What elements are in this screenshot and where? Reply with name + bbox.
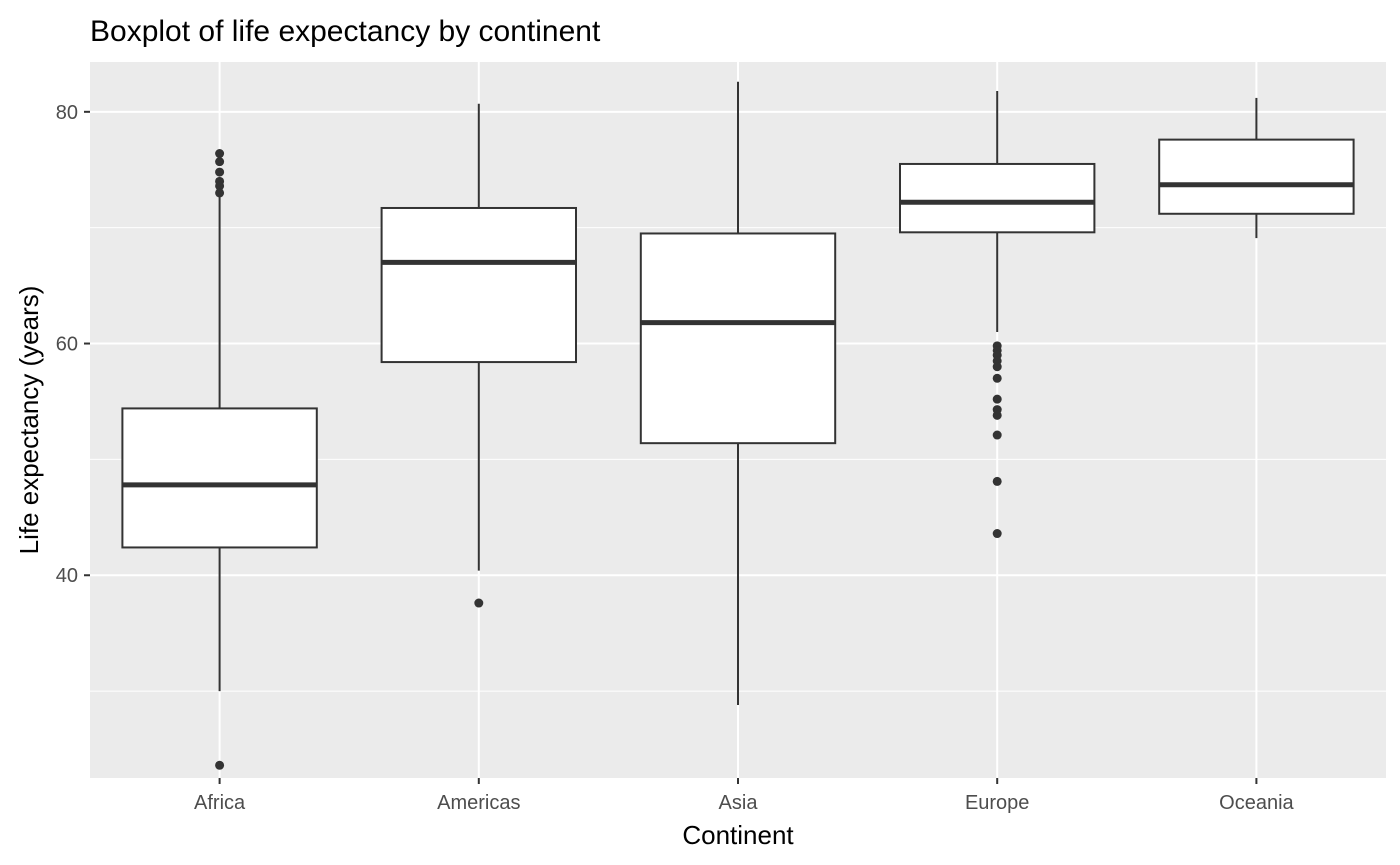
box-iqr <box>121 407 318 549</box>
outlier-point <box>992 362 1002 372</box>
boxes <box>121 81 1355 770</box>
x-tick-label: Africa <box>194 792 246 814</box>
outlier-point <box>992 410 1002 420</box>
box-iqr <box>899 162 1096 234</box>
outlier-point <box>215 149 225 159</box>
y-tick-label: 40 <box>56 565 78 587</box>
chart-title: Boxplot of life expectancy by continent <box>90 15 601 48</box>
outlier-point <box>215 760 225 770</box>
box-iqr <box>380 206 577 364</box>
outlier-point <box>992 373 1002 383</box>
outlier-point <box>215 188 225 198</box>
x-tick-label: Asia <box>719 792 759 814</box>
outlier-point <box>992 476 1002 486</box>
box-iqr <box>639 232 837 445</box>
outlier-point <box>215 167 225 177</box>
x-axis-title: Continent <box>682 820 794 850</box>
outlier-point <box>992 394 1002 404</box>
box-group-europe <box>899 90 1096 539</box>
box-group-oceania <box>1158 97 1355 239</box>
y-tick-label: 80 <box>56 102 78 124</box>
x-tick-label: Americas <box>437 792 520 814</box>
box-group-americas <box>380 103 577 608</box>
outlier-point <box>215 181 225 191</box>
y-tick-label: 60 <box>56 334 78 356</box>
axes: 40 60 80 Africa Americas Asia Europe Oceania <box>56 102 1295 814</box>
box-iqr <box>1158 138 1355 215</box>
outlier-point <box>992 529 1002 539</box>
box-group-asia <box>639 81 837 706</box>
outlier-point <box>215 157 225 167</box>
outlier-point <box>992 430 1002 440</box>
outlier-point <box>474 598 484 608</box>
x-tick-label: Europe <box>965 792 1030 814</box>
x-tick-label: Oceania <box>1219 792 1294 814</box>
box-group-africa <box>121 149 318 770</box>
y-axis-title: Life expectancy (years) <box>14 286 44 555</box>
